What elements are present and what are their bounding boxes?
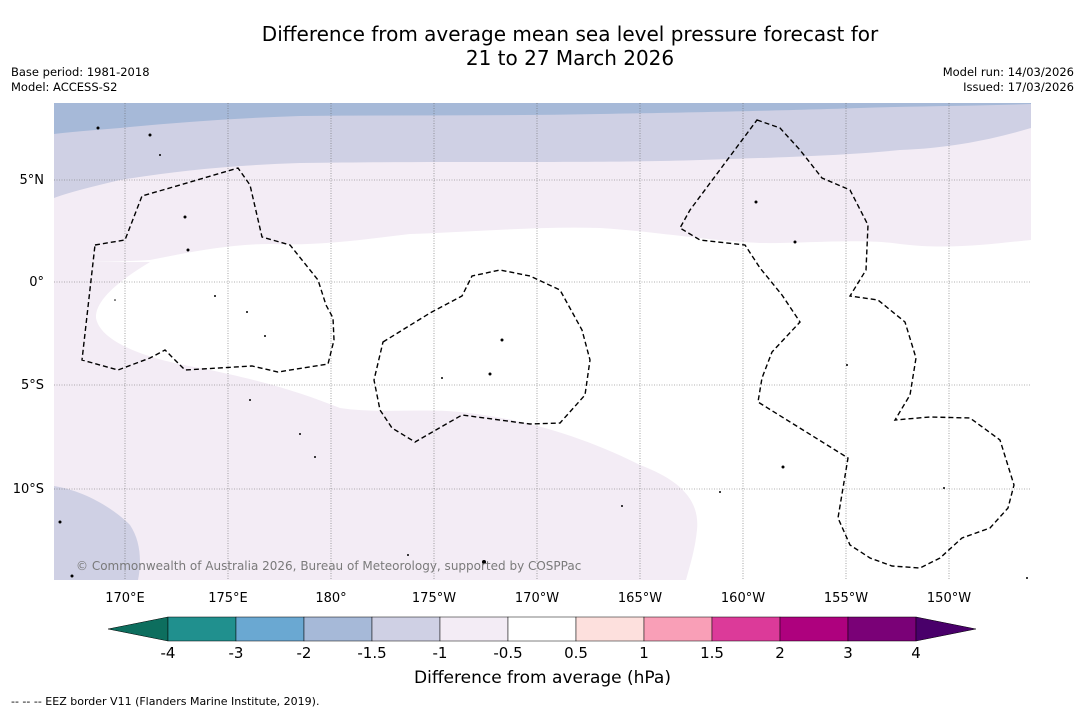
base-period: Base period: 1981-2018 bbox=[11, 65, 150, 79]
colorbar-swatch-11 bbox=[847, 616, 917, 642]
eez-phoenix bbox=[373, 269, 591, 443]
colorbar-swatch-7 bbox=[575, 616, 645, 642]
map-title: Difference from average mean sea level p… bbox=[0, 22, 1085, 70]
eez-legend: -- -- -- EEZ border V11 (Flanders Marine… bbox=[11, 695, 320, 708]
meta-right: Model run: 14/03/2026 Issued: 17/03/2026 bbox=[943, 65, 1074, 95]
title-line-2: 21 to 27 March 2026 bbox=[465, 46, 675, 70]
copyright-notice: © Commonwealth of Australia 2026, Bureau… bbox=[76, 559, 581, 573]
field-light-lilac-south bbox=[54, 262, 698, 580]
lon-label-165w: 165°W bbox=[618, 591, 662, 606]
colorbar-tick: 1.5 bbox=[700, 644, 724, 662]
lon-label-155w: 155°W bbox=[824, 591, 868, 606]
map-panel bbox=[54, 103, 1031, 580]
colorbar-title: Difference from average (hPa) bbox=[414, 668, 671, 688]
colorbar-tick: -3 bbox=[229, 644, 244, 662]
colorbar-swatch-2 bbox=[235, 616, 305, 642]
colorbar-tick: 2 bbox=[775, 644, 785, 662]
lat-label-5n: 5°N bbox=[20, 173, 45, 188]
lon-label-180: 180° bbox=[315, 591, 346, 606]
lat-label-0: 0° bbox=[29, 275, 44, 290]
model-name: Model: ACCESS-S2 bbox=[11, 80, 118, 94]
colorbar: -4 -3 -2 -1.5 -1 -0.5 0.5 1 1.5 2 3 4 bbox=[107, 616, 977, 662]
colorbar-tick: -4 bbox=[161, 644, 176, 662]
colorbar-tick: 1 bbox=[639, 644, 649, 662]
eez-gilbert-tuvalu bbox=[81, 167, 335, 373]
lon-label-170e: 170°E bbox=[105, 591, 145, 606]
title-line-1: Difference from average mean sea level p… bbox=[261, 22, 879, 46]
lon-label-150w: 150°W bbox=[927, 591, 971, 606]
colorbar-extend-high bbox=[915, 616, 977, 642]
colorbar-tick: -2 bbox=[297, 644, 312, 662]
field-blue-north bbox=[54, 103, 1031, 134]
colorbar-tick: 4 bbox=[911, 644, 921, 662]
colorbar-tick: 0.5 bbox=[564, 644, 588, 662]
eez-borders bbox=[81, 119, 1015, 569]
colorbar-tick: -0.5 bbox=[493, 644, 522, 662]
colorbar-swatch-9 bbox=[711, 616, 781, 642]
lon-label-175w: 175°W bbox=[412, 591, 456, 606]
colorbar-tick: -1 bbox=[433, 644, 448, 662]
islands bbox=[58, 126, 1028, 579]
field-lavender-north bbox=[54, 103, 1031, 198]
colorbar-swatch-10 bbox=[779, 616, 849, 642]
graticule bbox=[54, 103, 1031, 580]
model-run: Model run: 14/03/2026 bbox=[942, 65, 1074, 79]
colorbar-swatch-5 bbox=[439, 616, 509, 642]
colorbar-swatch-1 bbox=[167, 616, 237, 642]
lat-label-10s: 10°S bbox=[13, 482, 44, 497]
colorbar-extend-low bbox=[107, 616, 169, 642]
field-lavender-southwest bbox=[54, 486, 140, 580]
meta-left: Base period: 1981-2018 Model: ACCESS-S2 bbox=[11, 65, 150, 95]
colorbar-tick: 3 bbox=[843, 644, 853, 662]
colorbar-swatch-6 bbox=[507, 616, 577, 642]
colorbar-swatch-3 bbox=[303, 616, 373, 642]
colorbar-swatch-8 bbox=[643, 616, 713, 642]
lon-label-175e: 175°E bbox=[208, 591, 248, 606]
colorbar-tick: -1.5 bbox=[357, 644, 386, 662]
eez-line-islands bbox=[679, 119, 1015, 569]
colorbar-swatch-4 bbox=[371, 616, 441, 642]
lon-label-170w: 170°W bbox=[515, 591, 559, 606]
issued-date: Issued: 17/03/2026 bbox=[963, 80, 1074, 94]
lon-label-160w: 160°W bbox=[721, 591, 765, 606]
lat-label-5s: 5°S bbox=[21, 378, 44, 393]
